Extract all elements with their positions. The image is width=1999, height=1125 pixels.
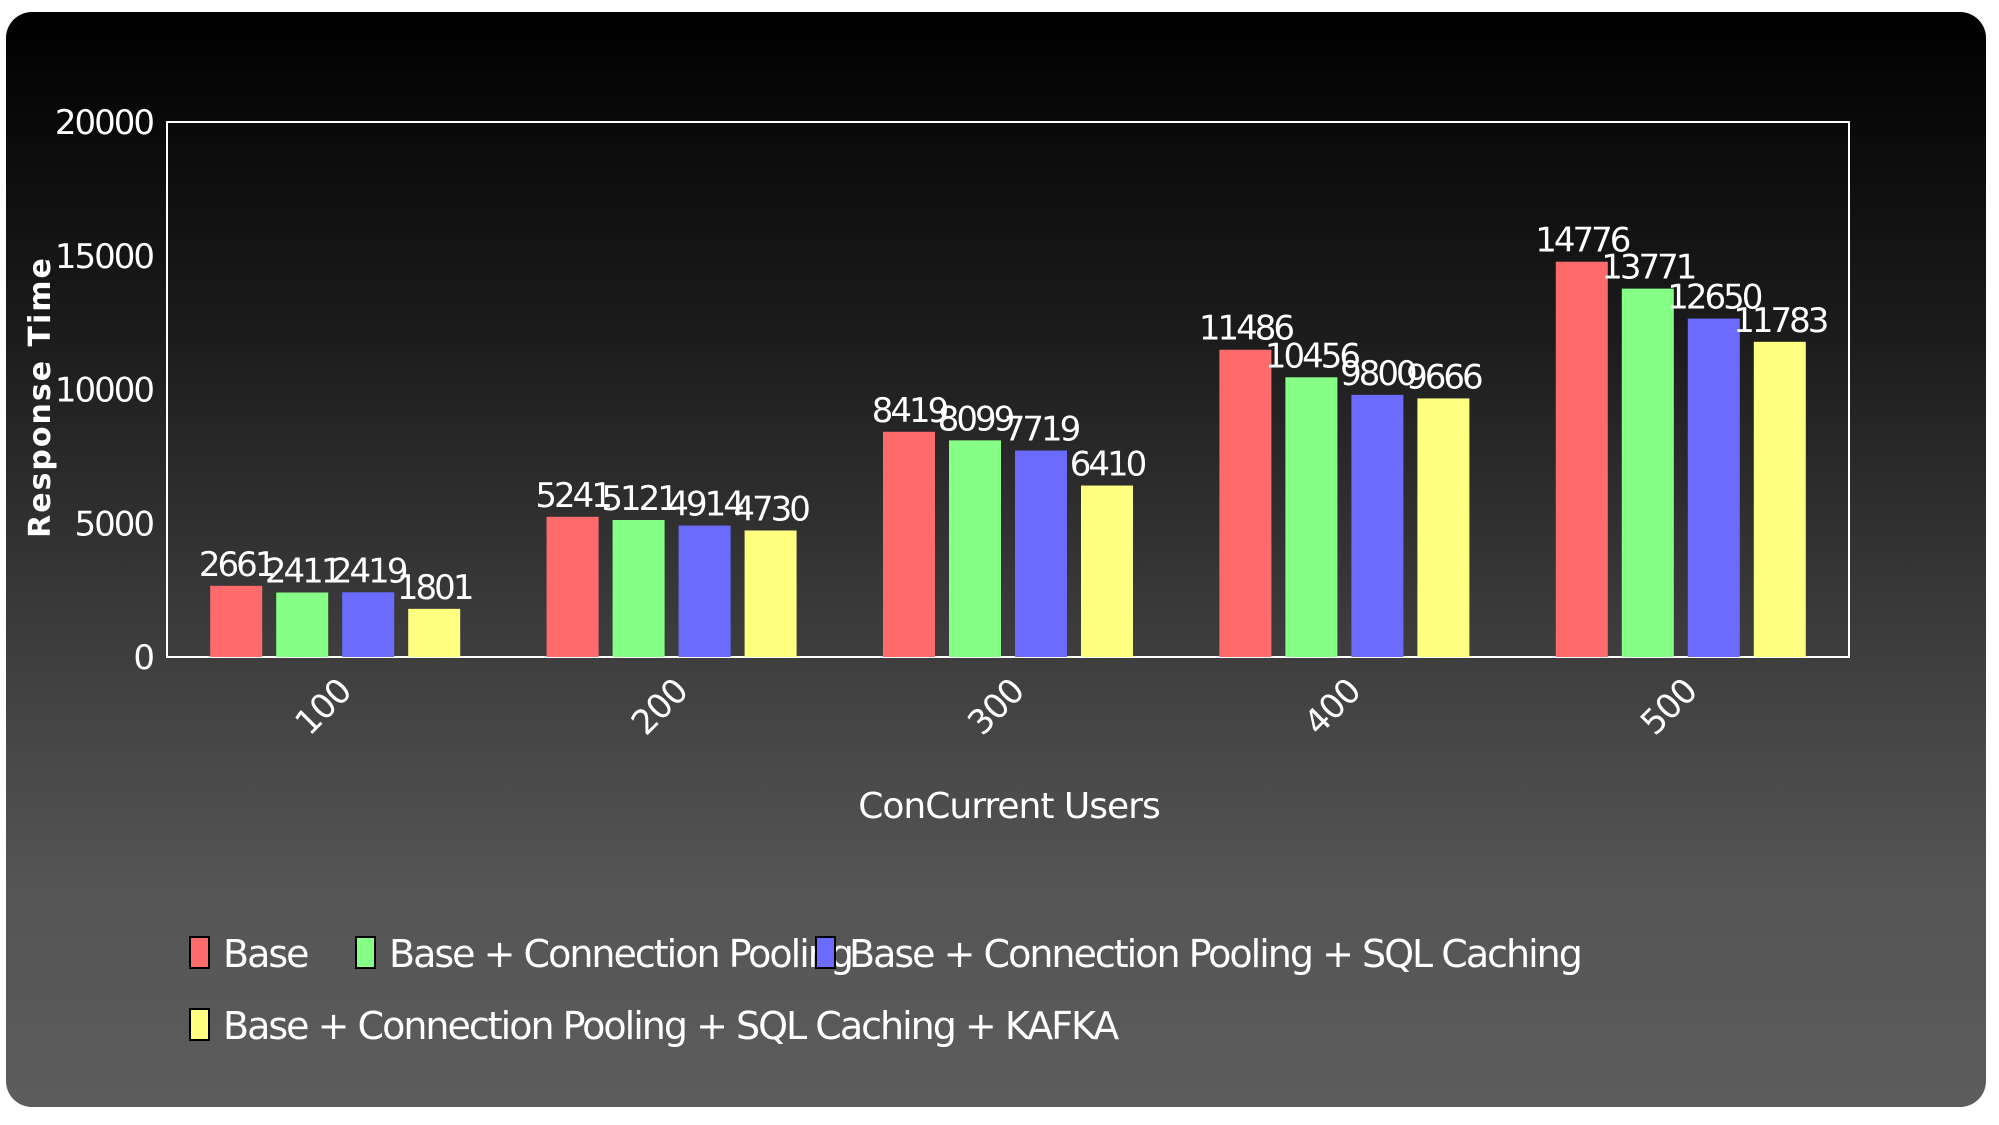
bar: [883, 431, 935, 657]
bar: [1285, 377, 1338, 657]
bar: [342, 592, 395, 657]
legend-swatch: [355, 936, 376, 969]
x-tick-label: 200: [624, 671, 696, 743]
x-axis-title: ConCurrent Users: [858, 786, 1159, 827]
data-label: 12650: [1667, 278, 1762, 318]
bar: [210, 585, 263, 657]
legend-label: Base: [223, 932, 308, 976]
data-label: 8419: [872, 391, 948, 431]
legend-swatch: [189, 936, 210, 969]
data-label: 7719: [1004, 410, 1080, 450]
legend-swatch: [189, 1008, 210, 1041]
bar: [1015, 450, 1067, 657]
bar: [1417, 398, 1470, 657]
data-label: 2419: [331, 551, 407, 591]
x-tick-label: 300: [960, 671, 1032, 743]
legend-label: Base + Connection Pooling + SQL Caching: [849, 932, 1581, 976]
chart-card: 0 5000 10000 15000 20000 2661 2411 2419 1801 524…: [6, 12, 1986, 1107]
legend-label: Base + Connection Pooling + SQL Caching …: [223, 1004, 1119, 1048]
bar: [546, 516, 599, 657]
y-axis-ticks: 0 5000 10000 15000 20000: [55, 103, 156, 678]
data-label: 11486: [1199, 309, 1294, 349]
data-label: 1801: [397, 568, 472, 608]
bars: [210, 261, 1806, 657]
data-label: 10456: [1265, 336, 1360, 376]
data-label: 5241: [535, 476, 610, 516]
data-label: 9800: [1340, 354, 1416, 394]
y-tick-label: 10000: [55, 371, 154, 411]
bar: [1555, 261, 1608, 657]
x-tick-label: 500: [1633, 671, 1705, 743]
bar: [1753, 341, 1806, 657]
bar: [1621, 288, 1674, 657]
data-label: 14776: [1535, 221, 1630, 261]
y-axis-title: Response Time: [23, 256, 58, 538]
x-axis-ticks: 100 200 300 400 500: [287, 671, 1705, 743]
x-tick-label: 100: [287, 671, 359, 743]
bar: [1351, 394, 1404, 657]
y-tick-label: 20000: [55, 103, 154, 143]
data-label: 2661: [199, 545, 274, 585]
data-label: 11783: [1733, 301, 1827, 341]
y-tick-label: 5000: [74, 504, 153, 544]
bar: [1219, 349, 1272, 657]
data-label: 4730: [733, 489, 809, 529]
bar: [744, 530, 797, 657]
data-label: 2411: [265, 552, 340, 592]
data-label: 4914: [667, 485, 743, 525]
y-tick-label: 0: [133, 638, 153, 678]
plot-border: [166, 121, 1850, 658]
bar: [612, 520, 665, 657]
data-label: 5121: [601, 479, 676, 519]
legend-swatch: [815, 936, 836, 969]
bar: [276, 592, 329, 657]
bar: [1081, 485, 1133, 657]
legend-label: Base + Connection Pooling: [389, 932, 852, 976]
plot-area: [166, 121, 1850, 658]
bar: [408, 608, 461, 657]
data-label: 6410: [1070, 445, 1146, 485]
x-tick-label: 400: [1297, 671, 1369, 743]
data-label: 8099: [938, 399, 1014, 439]
bar: [949, 440, 1001, 657]
bar: [678, 525, 731, 657]
y-tick-label: 15000: [55, 237, 154, 277]
data-label: 9666: [1406, 357, 1482, 397]
bar: [1687, 318, 1740, 657]
data-label: 13771: [1601, 248, 1695, 288]
